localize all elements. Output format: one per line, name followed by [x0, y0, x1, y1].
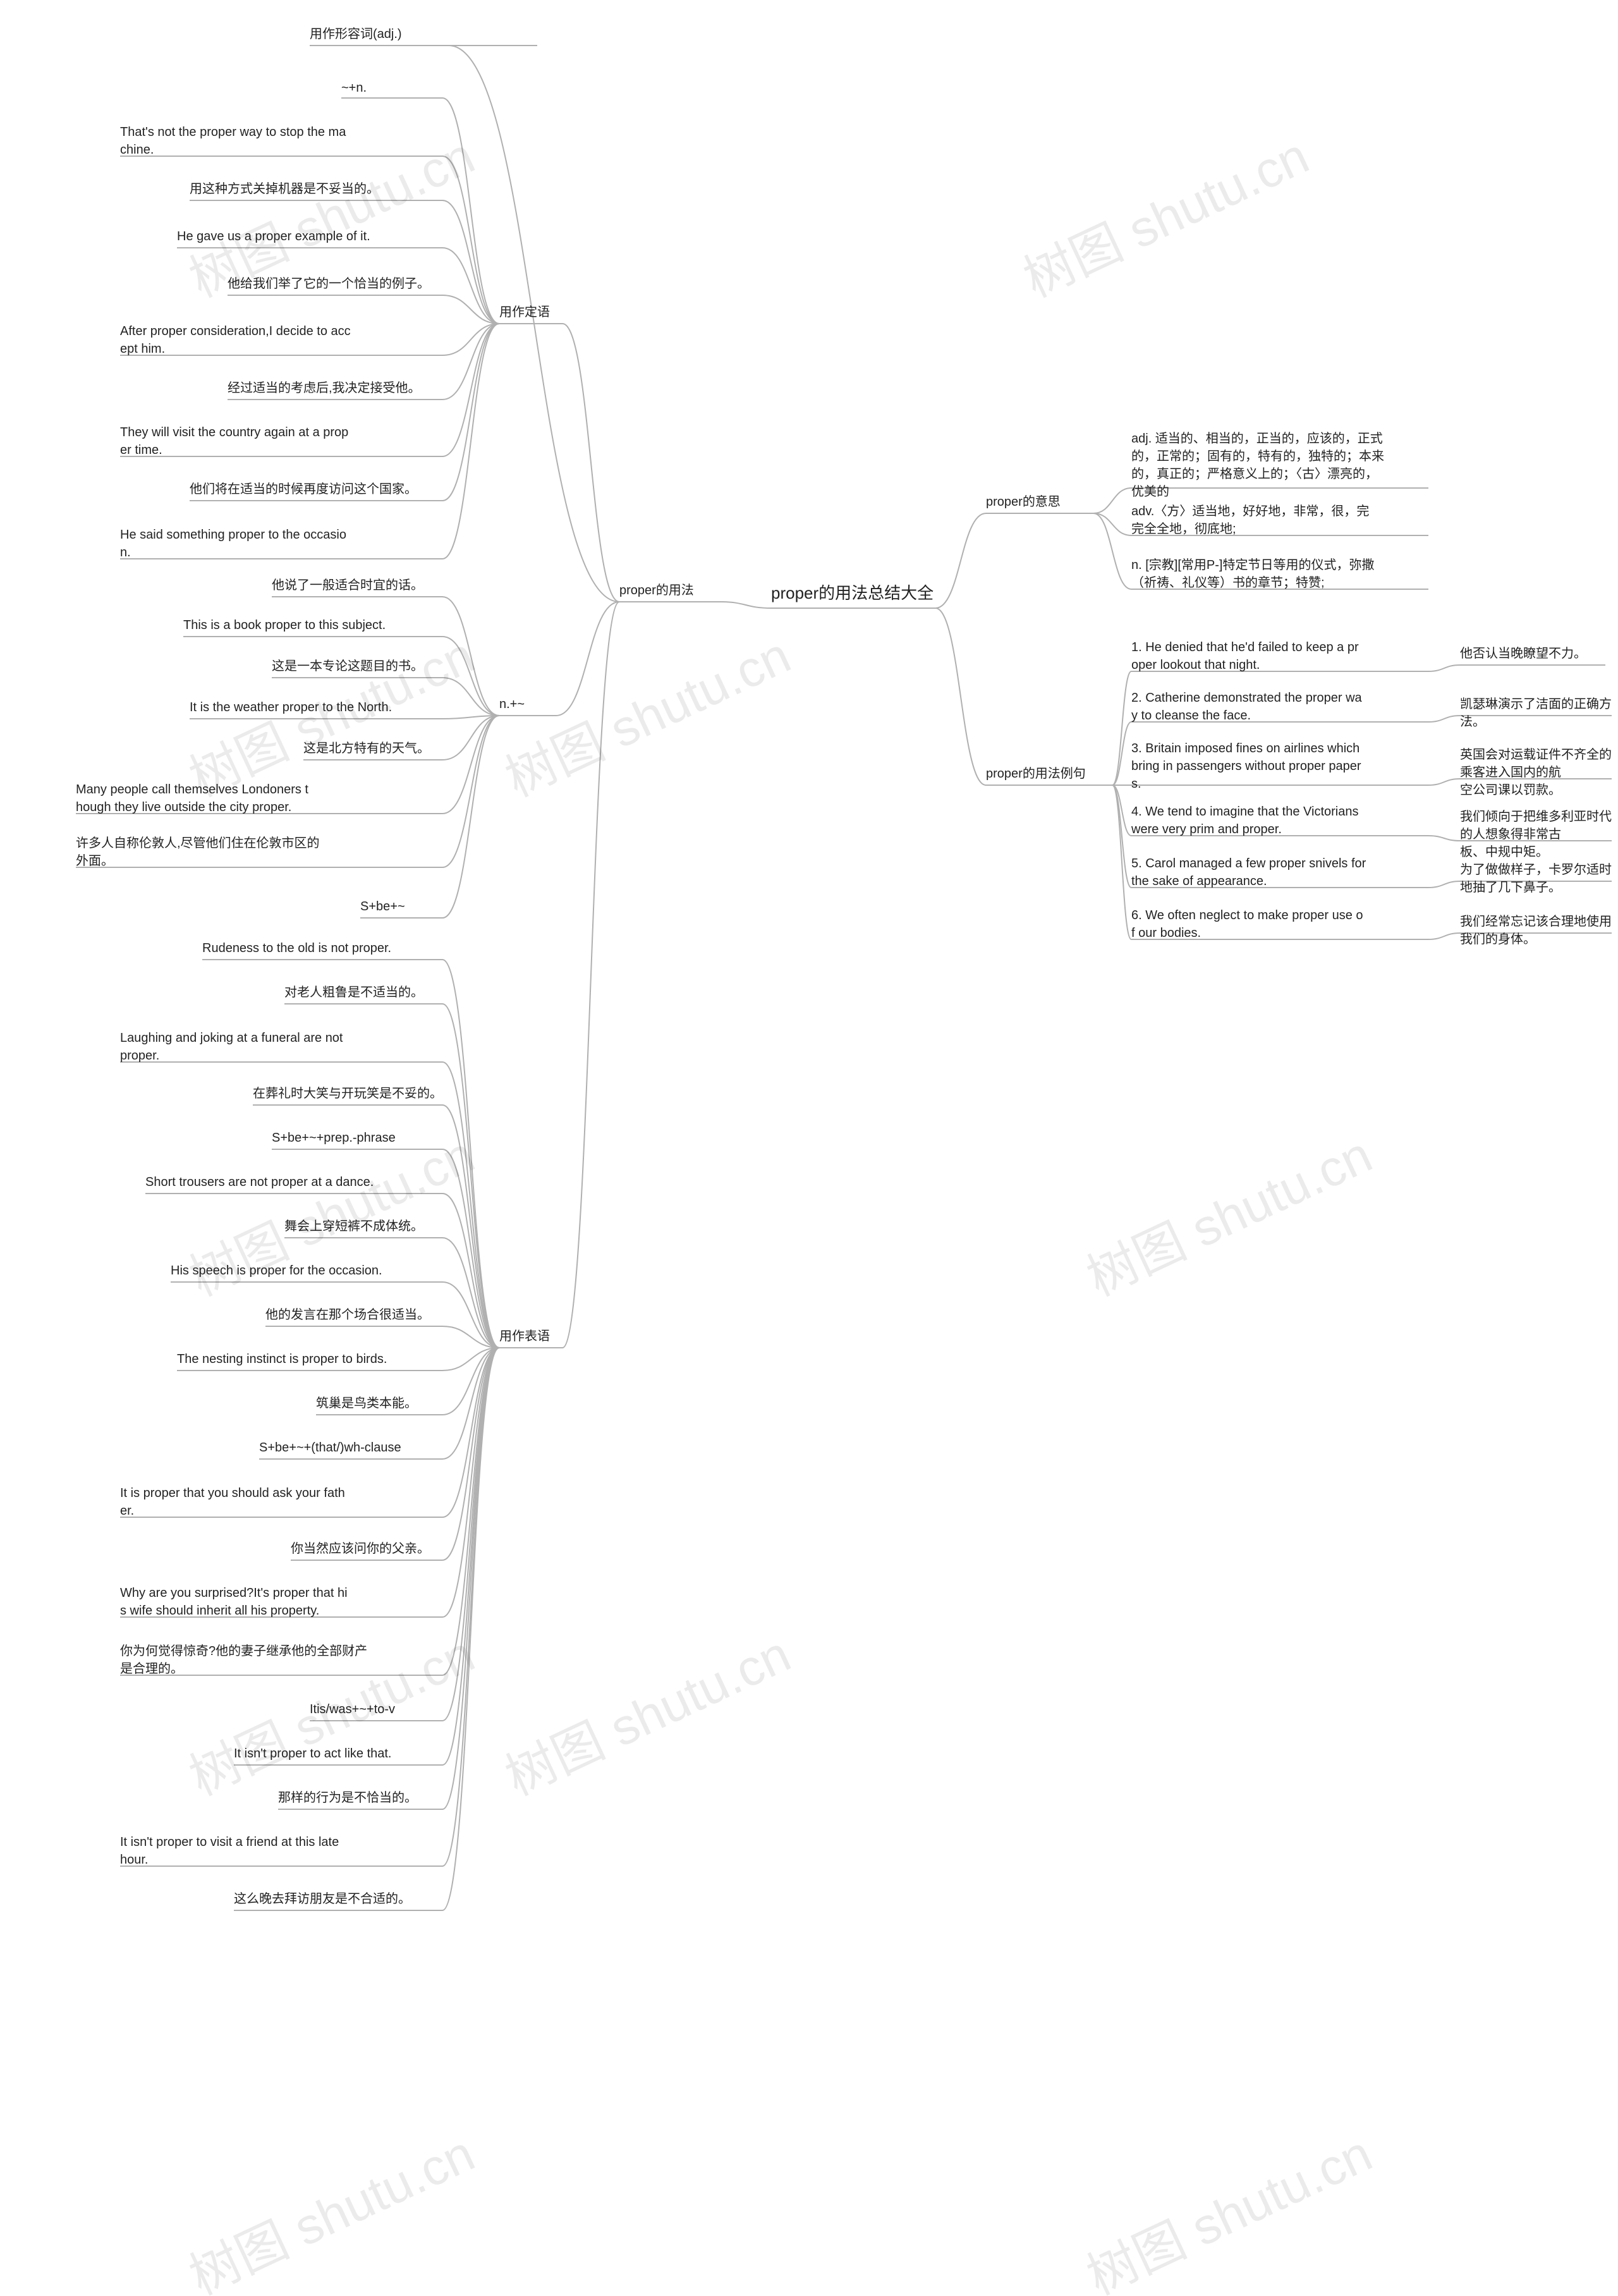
node-t20: It isn't proper to visit a friend at thi…	[120, 1833, 442, 1869]
node-t15: Why are you surprised?It's proper that h…	[120, 1584, 442, 1620]
node-t1: Rudeness to the old is not proper.	[202, 939, 442, 957]
node-e1t: 他否认当晚瞭望不力。	[1460, 645, 1605, 663]
watermark: 树图 shutu.cn	[1073, 2113, 1382, 2296]
node-e4t: 我们倾向于把维多利亚时代的人想象得非常古 板、中规中矩。	[1460, 808, 1612, 861]
node-p1: This is a book proper to this subject.	[183, 616, 442, 634]
node-a8: They will visit the country again at a p…	[120, 424, 442, 459]
node-m3: n. [宗教][常用P-]特定节日等用的仪式，弥撒 （祈祷、礼仪等）书的章节；特…	[1131, 556, 1428, 592]
node-t2: 对老人粗鲁是不适当的。	[284, 984, 442, 1001]
node-e6t: 我们经常忘记该合理地使用我们的身体。	[1460, 913, 1612, 948]
node-e1: 1. He denied that he'd failed to keep a …	[1131, 638, 1428, 674]
node-a3: 用这种方式关掉机器是不妥当的。	[190, 180, 442, 198]
node-a1: ~+n.	[341, 79, 392, 97]
node-t9: 他的发言在那个场合很适当。	[265, 1306, 442, 1324]
node-a6: After proper consideration,I decide to a…	[120, 322, 442, 358]
node-predic: 用作表语	[499, 1328, 563, 1345]
node-t6: Short trousers are not proper at a dance…	[145, 1173, 442, 1191]
node-a4: He gave us a proper example of it.	[177, 228, 442, 245]
node-adj_head: 用作形容词(adj.)	[310, 25, 449, 43]
node-t11: 筑巢是鸟类本能。	[316, 1395, 442, 1412]
node-p0: 他说了一般适合时宜的话。	[272, 577, 442, 594]
node-a9: 他们将在适当的时候再度访问这个国家。	[190, 480, 442, 498]
node-meaning: proper的意思	[986, 493, 1093, 511]
node-post_n: n.+~	[499, 695, 556, 713]
node-p7: S+be+~	[360, 898, 442, 915]
node-p6: 许多人自称伦敦人,尽管他们住在伦敦市区的 外面。	[76, 834, 442, 870]
node-p5: Many people call themselves Londoners t …	[76, 781, 442, 816]
node-t18: It isn't proper to act like that.	[234, 1745, 442, 1762]
node-t5: S+be+~+prep.-phrase	[272, 1129, 442, 1147]
node-a7: 经过适当的考虑后,我决定接受他。	[228, 379, 442, 397]
watermark: 树图 shutu.cn	[492, 1614, 800, 1810]
node-t13: It is proper that you should ask your fa…	[120, 1484, 442, 1520]
node-a10: He said something proper to the occasio …	[120, 526, 442, 561]
node-t3: Laughing and joking at a funeral are not…	[120, 1029, 442, 1065]
node-e6: 6. We often neglect to make proper use o…	[1131, 907, 1428, 942]
node-m2: adv.〈方〉适当地，好好地，非常，很，完 完全全地，彻底地;	[1131, 503, 1428, 538]
node-e5t: 为了做做样子，卡罗尔适时地抽了几下鼻子。	[1460, 861, 1612, 896]
node-e4: 4. We tend to imagine that the Victorian…	[1131, 803, 1428, 838]
node-usage: proper的用法	[619, 582, 721, 599]
node-e5: 5. Carol managed a few proper snivels fo…	[1131, 855, 1428, 890]
node-t19: 那样的行为是不恰当的。	[278, 1789, 442, 1807]
node-e2t: 凯瑟琳演示了洁面的正确方法。	[1460, 695, 1612, 731]
node-e3: 3. Britain imposed fines on airlines whi…	[1131, 740, 1428, 793]
watermark: 树图 shutu.cn	[176, 2113, 484, 2296]
node-p4: 这是北方特有的天气。	[303, 740, 442, 757]
node-e3t: 英国会对运载证件不齐全的乘客进入国内的航 空公司课以罚款。	[1460, 746, 1612, 799]
node-examples: proper的用法例句	[986, 765, 1112, 783]
node-a2: That's not the proper way to stop the ma…	[120, 123, 442, 159]
node-p2: 这是一本专论这题目的书。	[272, 657, 442, 675]
node-t10: The nesting instinct is proper to birds.	[177, 1350, 442, 1368]
node-t14: 你当然应该问你的父亲。	[291, 1540, 442, 1558]
node-t21: 这么晚去拜访朋友是不合适的。	[234, 1890, 442, 1908]
node-a5: 他给我们举了它的一个恰当的例子。	[228, 275, 442, 293]
node-root: proper的用法总结大全	[771, 582, 935, 604]
watermark: 树图 shutu.cn	[1073, 1114, 1382, 1310]
node-t7: 舞会上穿短裤不成体统。	[284, 1218, 442, 1235]
node-p3: It is the weather proper to the North.	[190, 699, 442, 716]
node-m1: adj. 适当的、相当的，正当的，应该的，正式 的，正常的；固有的，特有的，独特…	[1131, 430, 1428, 501]
node-t16: 你为何觉得惊奇?他的妻子继承他的全部财产 是合理的。	[120, 1642, 442, 1678]
node-e2: 2. Catherine demonstrated the proper wa …	[1131, 689, 1428, 724]
node-attrib: 用作定语	[499, 303, 563, 321]
node-t4: 在葬礼时大笑与开玩笑是不妥的。	[253, 1085, 442, 1102]
watermark: 树图 shutu.cn	[492, 615, 800, 811]
watermark: 树图 shutu.cn	[1010, 116, 1318, 312]
node-t12: S+be+~+(that/)wh-clause	[259, 1439, 442, 1456]
node-t17: Itis/was+~+to-v	[310, 1701, 442, 1718]
node-t8: His speech is proper for the occasion.	[171, 1262, 442, 1279]
